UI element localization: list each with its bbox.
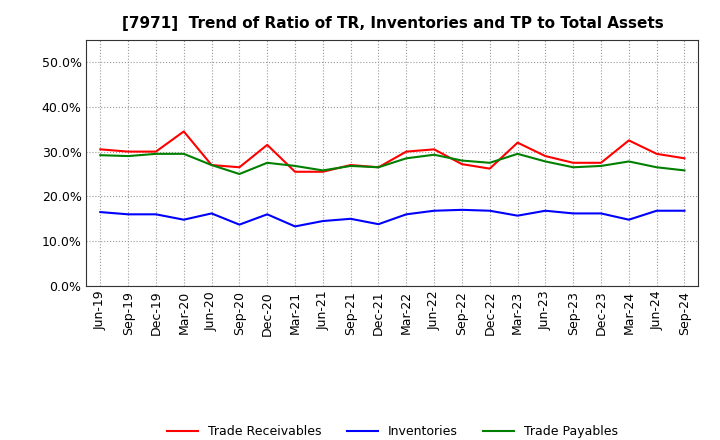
Inventories xyxy=(458,207,467,213)
Inventories xyxy=(263,212,271,217)
Trade Receivables xyxy=(541,154,550,159)
Inventories xyxy=(652,208,661,213)
Trade Payables xyxy=(235,171,243,176)
Trade Payables xyxy=(291,163,300,169)
Trade Payables xyxy=(458,158,467,163)
Trade Receivables xyxy=(235,165,243,170)
Trade Receivables xyxy=(430,147,438,152)
Trade Receivables xyxy=(680,156,689,161)
Trade Receivables xyxy=(318,169,327,174)
Inventories xyxy=(124,212,132,217)
Trade Payables xyxy=(318,168,327,173)
Trade Payables xyxy=(513,151,522,157)
Trade Payables xyxy=(569,165,577,170)
Inventories xyxy=(597,211,606,216)
Inventories xyxy=(179,217,188,222)
Trade Receivables xyxy=(152,149,161,154)
Trade Receivables xyxy=(458,161,467,167)
Trade Receivables xyxy=(291,169,300,174)
Trade Receivables xyxy=(569,160,577,165)
Trade Payables xyxy=(374,165,383,170)
Inventories xyxy=(152,212,161,217)
Trade Receivables xyxy=(624,138,633,143)
Inventories xyxy=(402,212,410,217)
Trade Payables xyxy=(152,151,161,157)
Trade Receivables xyxy=(652,151,661,157)
Inventories xyxy=(235,222,243,227)
Trade Receivables xyxy=(597,160,606,165)
Line: Trade Payables: Trade Payables xyxy=(100,154,685,174)
Inventories xyxy=(569,211,577,216)
Trade Receivables xyxy=(374,165,383,170)
Inventories xyxy=(680,208,689,213)
Trade Payables xyxy=(430,152,438,158)
Inventories xyxy=(541,208,550,213)
Trade Receivables xyxy=(513,140,522,145)
Inventories xyxy=(346,216,355,221)
Trade Receivables xyxy=(346,162,355,168)
Inventories xyxy=(430,208,438,213)
Inventories xyxy=(374,221,383,227)
Trade Receivables xyxy=(207,162,216,168)
Inventories xyxy=(513,213,522,218)
Trade Payables xyxy=(485,160,494,165)
Inventories xyxy=(291,224,300,229)
Trade Payables xyxy=(179,151,188,157)
Trade Payables xyxy=(346,163,355,169)
Trade Receivables xyxy=(485,166,494,171)
Trade Payables xyxy=(652,165,661,170)
Trade Receivables xyxy=(179,129,188,134)
Trade Payables xyxy=(96,153,104,158)
Line: Inventories: Inventories xyxy=(100,210,685,227)
Title: [7971]  Trend of Ratio of TR, Inventories and TP to Total Assets: [7971] Trend of Ratio of TR, Inventories… xyxy=(122,16,663,32)
Trade Receivables xyxy=(96,147,104,152)
Inventories xyxy=(96,209,104,215)
Trade Receivables xyxy=(124,149,132,154)
Trade Receivables xyxy=(402,149,410,154)
Trade Payables xyxy=(207,162,216,168)
Trade Payables xyxy=(263,160,271,165)
Trade Payables xyxy=(680,168,689,173)
Trade Payables xyxy=(124,154,132,159)
Trade Payables xyxy=(624,159,633,164)
Trade Payables xyxy=(597,163,606,169)
Inventories xyxy=(318,218,327,224)
Trade Receivables xyxy=(263,142,271,147)
Inventories xyxy=(624,217,633,222)
Line: Trade Receivables: Trade Receivables xyxy=(100,132,685,172)
Trade Payables xyxy=(402,156,410,161)
Trade Payables xyxy=(541,159,550,164)
Inventories xyxy=(485,208,494,213)
Legend: Trade Receivables, Inventories, Trade Payables: Trade Receivables, Inventories, Trade Pa… xyxy=(162,420,623,440)
Inventories xyxy=(207,211,216,216)
